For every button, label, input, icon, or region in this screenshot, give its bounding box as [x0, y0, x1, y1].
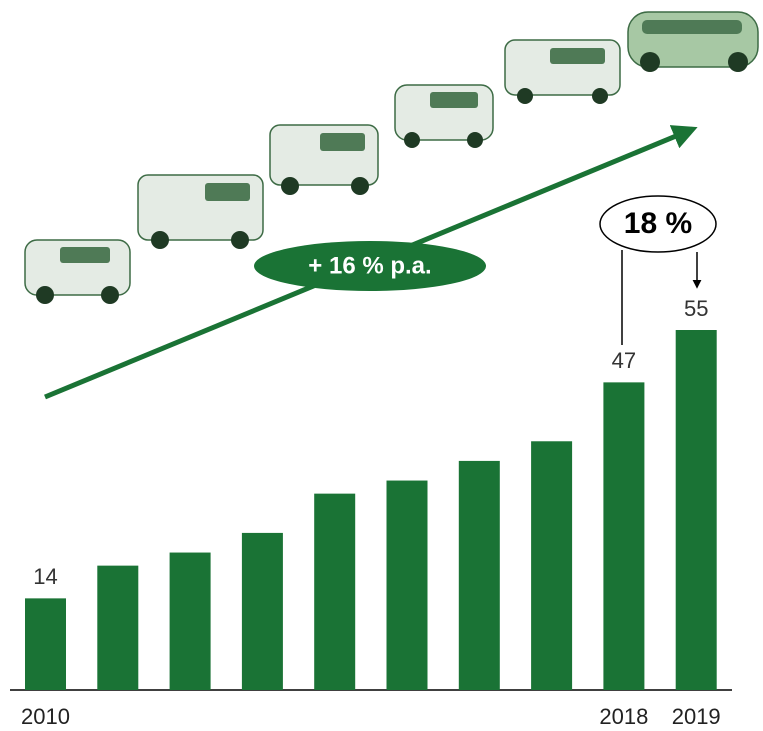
cagr-badge	[254, 241, 486, 291]
van	[627, 11, 759, 72]
x-tick-label: 2018	[599, 704, 648, 729]
bar	[314, 493, 356, 690]
bar	[386, 480, 428, 690]
bar	[603, 382, 645, 690]
x-tick-label: 2019	[672, 704, 721, 729]
van-illustrations	[24, 11, 759, 304]
growth-label: 18 %	[624, 207, 692, 240]
bar	[531, 441, 573, 690]
van	[394, 84, 494, 148]
growth-badge	[599, 195, 717, 253]
van	[504, 39, 621, 104]
bar	[97, 565, 139, 690]
bar	[25, 598, 66, 690]
bar	[169, 552, 211, 690]
van	[137, 174, 264, 249]
x-tick-label: 2010	[21, 704, 70, 729]
data-label: 55	[684, 296, 708, 321]
van	[24, 239, 131, 304]
cagr-label: + 16 % p.a.	[308, 252, 431, 279]
van	[269, 124, 379, 195]
data-label: 47	[612, 348, 636, 373]
data-label: 14	[33, 564, 57, 589]
bar	[241, 532, 283, 690]
bar	[458, 460, 500, 690]
bar	[675, 330, 717, 690]
